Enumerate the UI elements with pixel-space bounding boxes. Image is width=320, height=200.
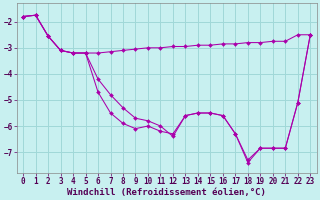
X-axis label: Windchill (Refroidissement éolien,°C): Windchill (Refroidissement éolien,°C): [67, 188, 266, 197]
